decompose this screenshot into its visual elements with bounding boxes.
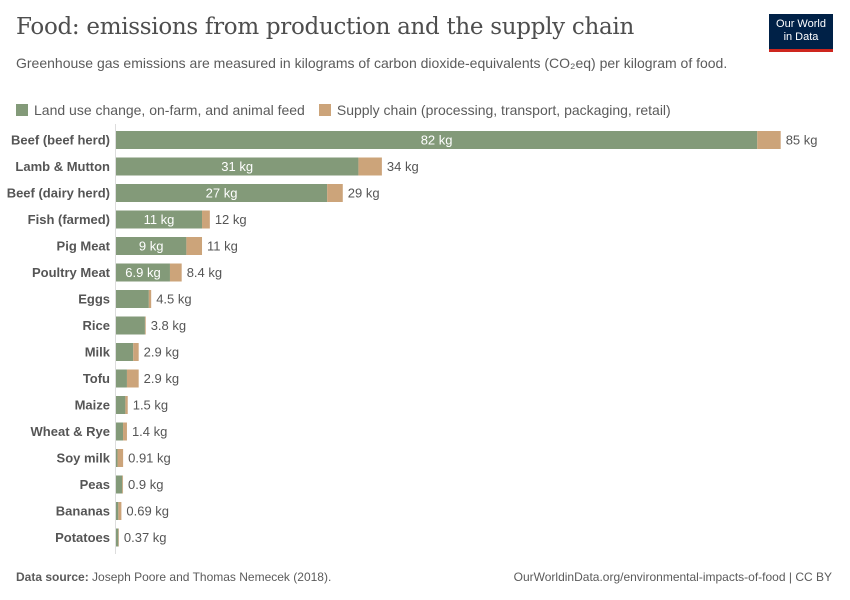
bar-segment-land [116,396,126,414]
category-label: Beef (dairy herd) [7,186,110,201]
bar-segment-land [116,184,328,202]
bar-segment-supply [118,502,122,520]
bar-segment-supply [122,475,124,494]
bar-data-label: 82 kg [421,133,453,148]
bar-segment-supply [327,184,343,202]
category-label: Potatoes [55,530,110,545]
bar-data-label: 27 kg [206,186,238,201]
total-label: 2.9 kg [144,371,179,386]
legend-label: Land use change, on-farm, and animal fee… [34,102,305,118]
legend-item-land[interactable]: Land use change, on-farm, and animal fee… [16,102,305,118]
bar-segment-land [116,343,134,361]
category-label: Poultry Meat [32,265,111,280]
category-label: Peas [80,477,110,492]
bar-segment-supply [126,369,139,388]
bar-segment-land [116,290,149,308]
bar-segment-supply [186,237,203,255]
bar-segment-land [116,131,758,149]
category-label: Beef (beef herd) [11,133,110,148]
total-label: 1.5 kg [133,398,168,413]
source-label: Data source: [16,570,89,584]
chart-title: Food: emissions from production and the … [16,14,634,40]
bar-segment-supply [358,157,382,176]
bar-segment-land [116,502,119,520]
bar-segment-supply [757,131,781,149]
bar-segment-land [116,449,118,467]
total-label: 29 kg [348,186,380,201]
total-label: 3.8 kg [151,318,186,333]
bar-data-label: 31 kg [221,159,253,174]
bar-segment-supply [133,343,139,361]
chart-subtitle: Greenhouse gas emissions are measured in… [16,55,728,71]
logo-line1: Our World [776,18,826,30]
category-label: Bananas [56,504,110,519]
legend-swatch [318,104,331,116]
footer-link[interactable]: OurWorldinData.org/environmental-impacts… [513,570,832,584]
category-label: Wheat & Rye [31,424,110,439]
category-label: Fish (farmed) [28,212,110,227]
total-label: 2.9 kg [144,345,179,360]
bar-segment-land [116,210,203,229]
bar-segment-land [116,369,127,388]
category-label: Rice [83,318,110,333]
category-label: Eggs [78,292,110,307]
bar-data-label: 9 kg [139,239,164,254]
total-label: 85 kg [786,133,818,148]
bar-segment-supply [202,210,210,229]
owid-logo[interactable]: Our World in Data [769,14,833,52]
total-label: 34 kg [387,159,419,174]
category-label: Lamb & Mutton [15,159,110,174]
data-source: Data source: Joseph Poore and Thomas Nem… [16,570,331,584]
bar-segment-supply [125,396,128,414]
bar-segment-land [116,316,145,335]
bar-segment-supply [123,422,127,441]
category-label: Tofu [83,371,110,386]
bar-segment-land [116,237,187,255]
bar-segment-land [116,528,119,547]
bar-data-label: 11 kg [144,212,175,227]
total-label: 4.5 kg [156,292,191,307]
bar-segment-supply [144,316,146,335]
bar-segment-supply [169,263,182,282]
legend-item-supply[interactable]: Supply chain (processing, transport, pac… [318,102,671,118]
bar-chart: Beef (beef herd) 82 kg 85 kg Lamb & Mutton 3… [7,124,818,554]
source-text: Joseph Poore and Thomas Nemecek (2018). [92,570,332,584]
bar-segment-supply [117,449,124,467]
category-label: Maize [75,398,110,413]
total-label: 12 kg [215,212,247,227]
legend-swatch [16,104,28,116]
category-label: Pig Meat [57,239,111,254]
total-label: 0.91 kg [128,451,171,466]
total-label: 0.9 kg [128,477,163,492]
total-label: 8.4 kg [187,265,222,280]
total-label: 1.4 kg [132,424,167,439]
logo-line2: in Data [783,31,819,43]
bar-segment-land [116,422,124,441]
bar-segment-land [116,263,170,282]
bar-segment-land [116,475,123,494]
category-label: Soy milk [57,451,111,466]
bar-segment-supply [118,528,119,547]
bar-segment-land [116,157,359,176]
legend: Land use change, on-farm, and animal fee… [16,102,671,118]
bar-segment-supply [148,290,152,308]
total-label: 11 kg [207,239,238,254]
total-label: 0.69 kg [126,504,169,519]
category-label: Milk [85,345,111,360]
legend-label: Supply chain (processing, transport, pac… [336,102,671,118]
total-label: 0.37 kg [124,530,167,545]
bar-data-label: 6.9 kg [125,265,160,280]
